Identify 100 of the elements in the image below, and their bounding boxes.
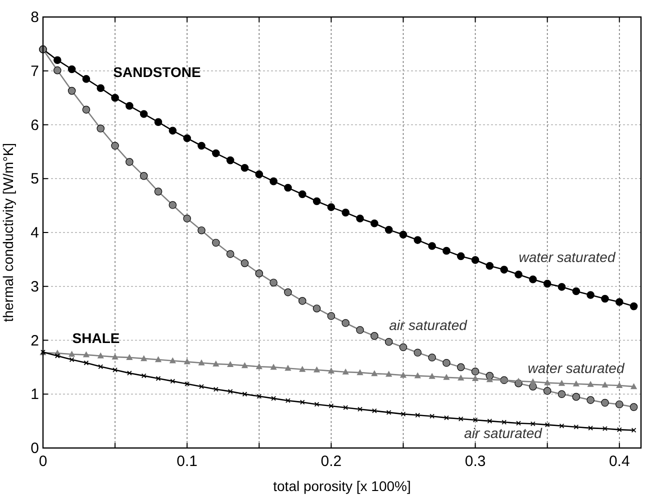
point <box>428 242 436 250</box>
point <box>572 392 580 401</box>
x-axis-title: total porosity [x 100%] <box>273 478 411 494</box>
y-tick-label: 6 <box>30 116 39 134</box>
point <box>386 370 392 377</box>
point <box>284 364 292 371</box>
y-tick-label: 0 <box>30 440 39 457</box>
point <box>68 86 76 95</box>
point <box>270 364 277 370</box>
point <box>54 353 60 358</box>
point <box>428 372 436 379</box>
point <box>342 368 349 375</box>
point <box>430 414 435 419</box>
y-tick-label: 8 <box>30 9 39 26</box>
y-axis-title: thermal conductivity [W/m°K] <box>0 142 16 322</box>
point <box>154 118 162 126</box>
point <box>169 357 176 364</box>
point <box>601 398 609 407</box>
point <box>270 177 278 186</box>
point <box>586 396 594 404</box>
point <box>141 373 146 378</box>
point <box>399 343 408 352</box>
point <box>443 374 450 380</box>
point <box>384 338 393 346</box>
y-tick-label: 3 <box>30 278 39 296</box>
point <box>558 283 566 291</box>
point <box>543 386 552 395</box>
point <box>126 102 134 110</box>
point <box>199 384 204 390</box>
point <box>69 357 74 362</box>
point <box>212 360 220 366</box>
point <box>226 156 234 164</box>
point <box>444 415 449 420</box>
point <box>428 354 436 362</box>
point <box>588 426 594 431</box>
point <box>240 259 249 268</box>
point <box>500 266 508 274</box>
point <box>615 400 624 408</box>
point <box>154 188 162 196</box>
y-tick-label: 1 <box>30 386 39 404</box>
point <box>140 355 148 362</box>
point <box>84 360 89 366</box>
point <box>414 348 422 357</box>
point <box>414 236 422 244</box>
point <box>400 372 407 378</box>
point <box>630 383 638 390</box>
point <box>370 219 378 228</box>
x-tick-label: 0.4 <box>608 453 630 470</box>
point <box>184 358 190 364</box>
point <box>343 405 348 410</box>
series-label: water saturated <box>518 249 616 265</box>
point <box>284 288 292 296</box>
point <box>299 366 306 372</box>
point <box>127 370 132 376</box>
point <box>298 297 306 305</box>
point <box>168 126 177 135</box>
y-tick-label: 7 <box>30 62 39 80</box>
point <box>587 380 594 387</box>
point <box>256 394 262 399</box>
point <box>586 291 594 299</box>
point <box>559 423 564 428</box>
point <box>458 374 464 380</box>
series-label: air saturated <box>389 317 468 333</box>
point <box>240 164 249 172</box>
point <box>255 270 264 278</box>
point <box>96 84 105 92</box>
point <box>314 402 320 407</box>
point <box>198 359 205 366</box>
point <box>256 363 262 370</box>
point <box>212 238 220 247</box>
point <box>213 386 218 392</box>
point <box>602 426 608 432</box>
point <box>358 406 362 412</box>
point <box>328 404 334 408</box>
x-tick-label: 0.2 <box>320 453 342 470</box>
point <box>312 197 321 206</box>
point <box>97 352 104 358</box>
point <box>183 214 191 222</box>
point <box>68 350 76 357</box>
point <box>616 382 623 388</box>
point <box>530 421 536 426</box>
point <box>112 353 118 360</box>
point <box>328 367 334 374</box>
point <box>327 312 336 320</box>
point <box>371 370 378 376</box>
point <box>384 226 393 234</box>
point <box>399 230 408 239</box>
point <box>342 319 350 327</box>
point <box>356 214 364 222</box>
point <box>284 184 292 192</box>
point <box>140 110 148 118</box>
series-label: air saturated <box>464 425 544 441</box>
point <box>82 351 90 358</box>
point <box>515 378 522 384</box>
point <box>456 363 465 372</box>
point <box>516 420 521 426</box>
point <box>356 326 364 334</box>
point <box>544 422 550 428</box>
point <box>183 134 191 142</box>
point <box>313 366 320 372</box>
